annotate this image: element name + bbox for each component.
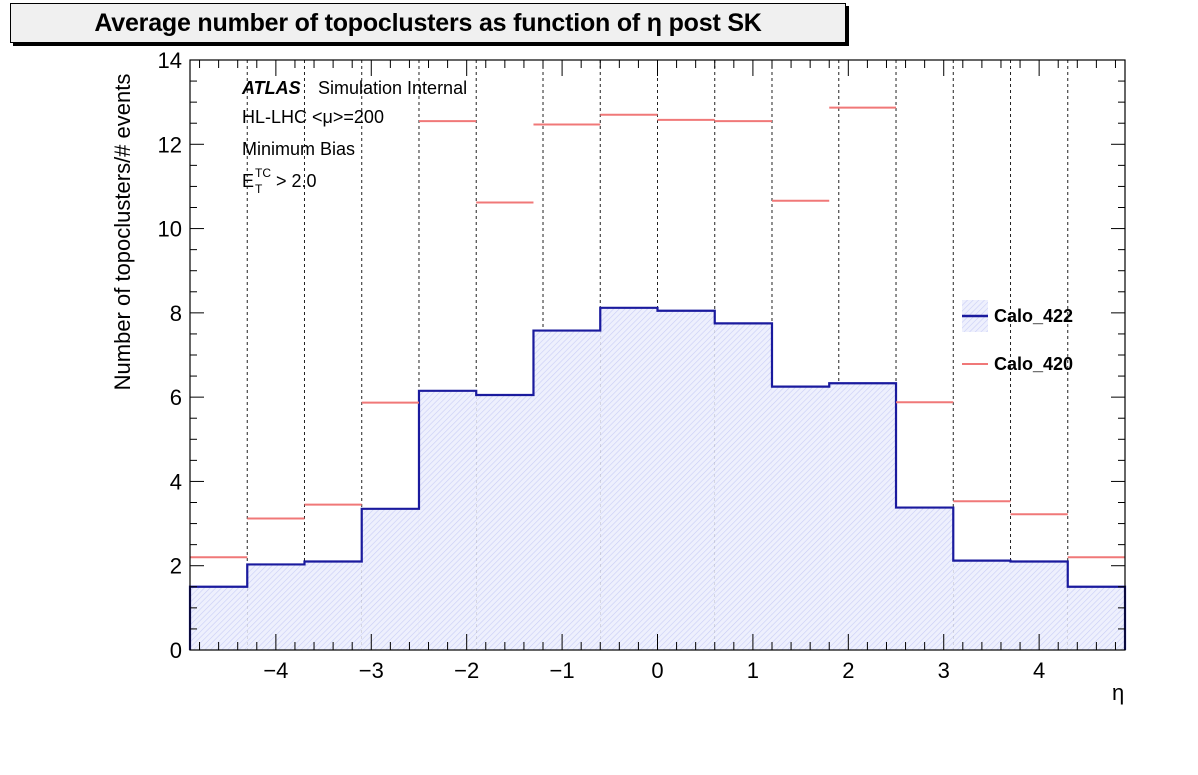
bar-calo-422-9	[714, 323, 772, 650]
annotation-et-rest: > 2.0	[276, 171, 317, 191]
y-tick-label: 14	[158, 48, 182, 73]
bar-calo-422-6	[533, 330, 601, 650]
legend-label-calo-420: Calo_420	[994, 354, 1073, 374]
annotation-et-sub: T	[255, 182, 263, 196]
histogram-calo-422	[188, 306, 1127, 650]
bar-calo-422-13	[953, 560, 1011, 650]
bar-calo-422-12	[896, 507, 954, 650]
annotation-sample: Minimum Bias	[242, 139, 355, 159]
markers-calo-420	[190, 106, 1125, 559]
bar-calo-422-0	[190, 586, 248, 650]
y-tick-label: 6	[170, 385, 182, 410]
x-tick-label: 0	[651, 658, 663, 683]
annotation-lumi: HL-LHC <μ>=200	[242, 107, 384, 127]
annotation-et-sup: TC	[255, 166, 271, 180]
atlas-label-rest: Simulation Internal	[318, 78, 467, 98]
y-tick-label: 4	[170, 469, 182, 494]
bar-calo-422-3	[361, 508, 419, 650]
bar-calo-422-11	[829, 383, 897, 650]
step-outline-calo-422	[188, 306, 1127, 650]
y-axis-label: Number of topoclusters/# events	[110, 74, 135, 391]
bar-calo-422-15	[1067, 586, 1125, 650]
x-tick-label: 3	[938, 658, 950, 683]
bar-calo-422-8	[657, 310, 715, 650]
x-tick-label: 1	[747, 658, 759, 683]
bar-calo-422-7	[600, 307, 658, 650]
chart-title: Average number of topoclusters as functi…	[10, 3, 846, 43]
legend-label-calo-422: Calo_422	[994, 306, 1073, 326]
bar-calo-422-4	[418, 390, 477, 650]
legend: Calo_422 Calo_420	[962, 300, 1073, 374]
bar-calo-422-10	[771, 386, 830, 650]
annotation-et-base: E	[242, 171, 254, 191]
y-tick-label: 0	[170, 638, 182, 663]
atlas-label-bold: ATLAS	[241, 78, 301, 98]
x-tick-label: −2	[454, 658, 479, 683]
bar-calo-422-5	[476, 395, 534, 650]
x-tick-label: −4	[263, 658, 288, 683]
atlas-label: ATLAS Simulation Internal HL-LHC <μ>=200…	[241, 78, 467, 196]
x-tick-label: −3	[359, 658, 384, 683]
y-tick-label: 10	[158, 217, 182, 242]
x-tick-label: −1	[550, 658, 575, 683]
x-tick-label: 4	[1033, 658, 1045, 683]
y-tick-label: 8	[170, 301, 182, 326]
x-tick-label: 2	[842, 658, 854, 683]
y-tick-label: 12	[158, 132, 182, 157]
bar-calo-422-2	[304, 561, 362, 650]
x-axis-label: η	[1112, 680, 1124, 705]
y-tick-label: 2	[170, 554, 182, 579]
